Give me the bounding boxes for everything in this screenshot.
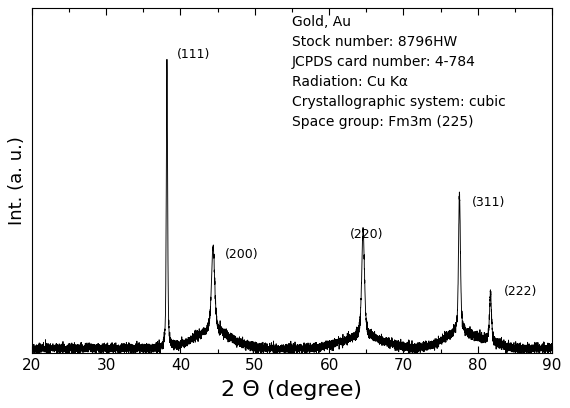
Text: (222): (222) [504, 285, 537, 298]
Text: Gold, Au
Stock number: 8796HW
JCPDS card number: 4-784
Radiation: Cu Kα
Crystall: Gold, Au Stock number: 8796HW JCPDS card… [292, 15, 506, 129]
Text: (220): (220) [350, 228, 384, 241]
X-axis label: 2 Θ (degree): 2 Θ (degree) [221, 380, 363, 400]
Y-axis label: Int. (a. u.): Int. (a. u.) [9, 136, 26, 225]
Text: (311): (311) [472, 196, 505, 209]
Text: (200): (200) [225, 248, 259, 261]
Text: (111): (111) [177, 47, 210, 60]
